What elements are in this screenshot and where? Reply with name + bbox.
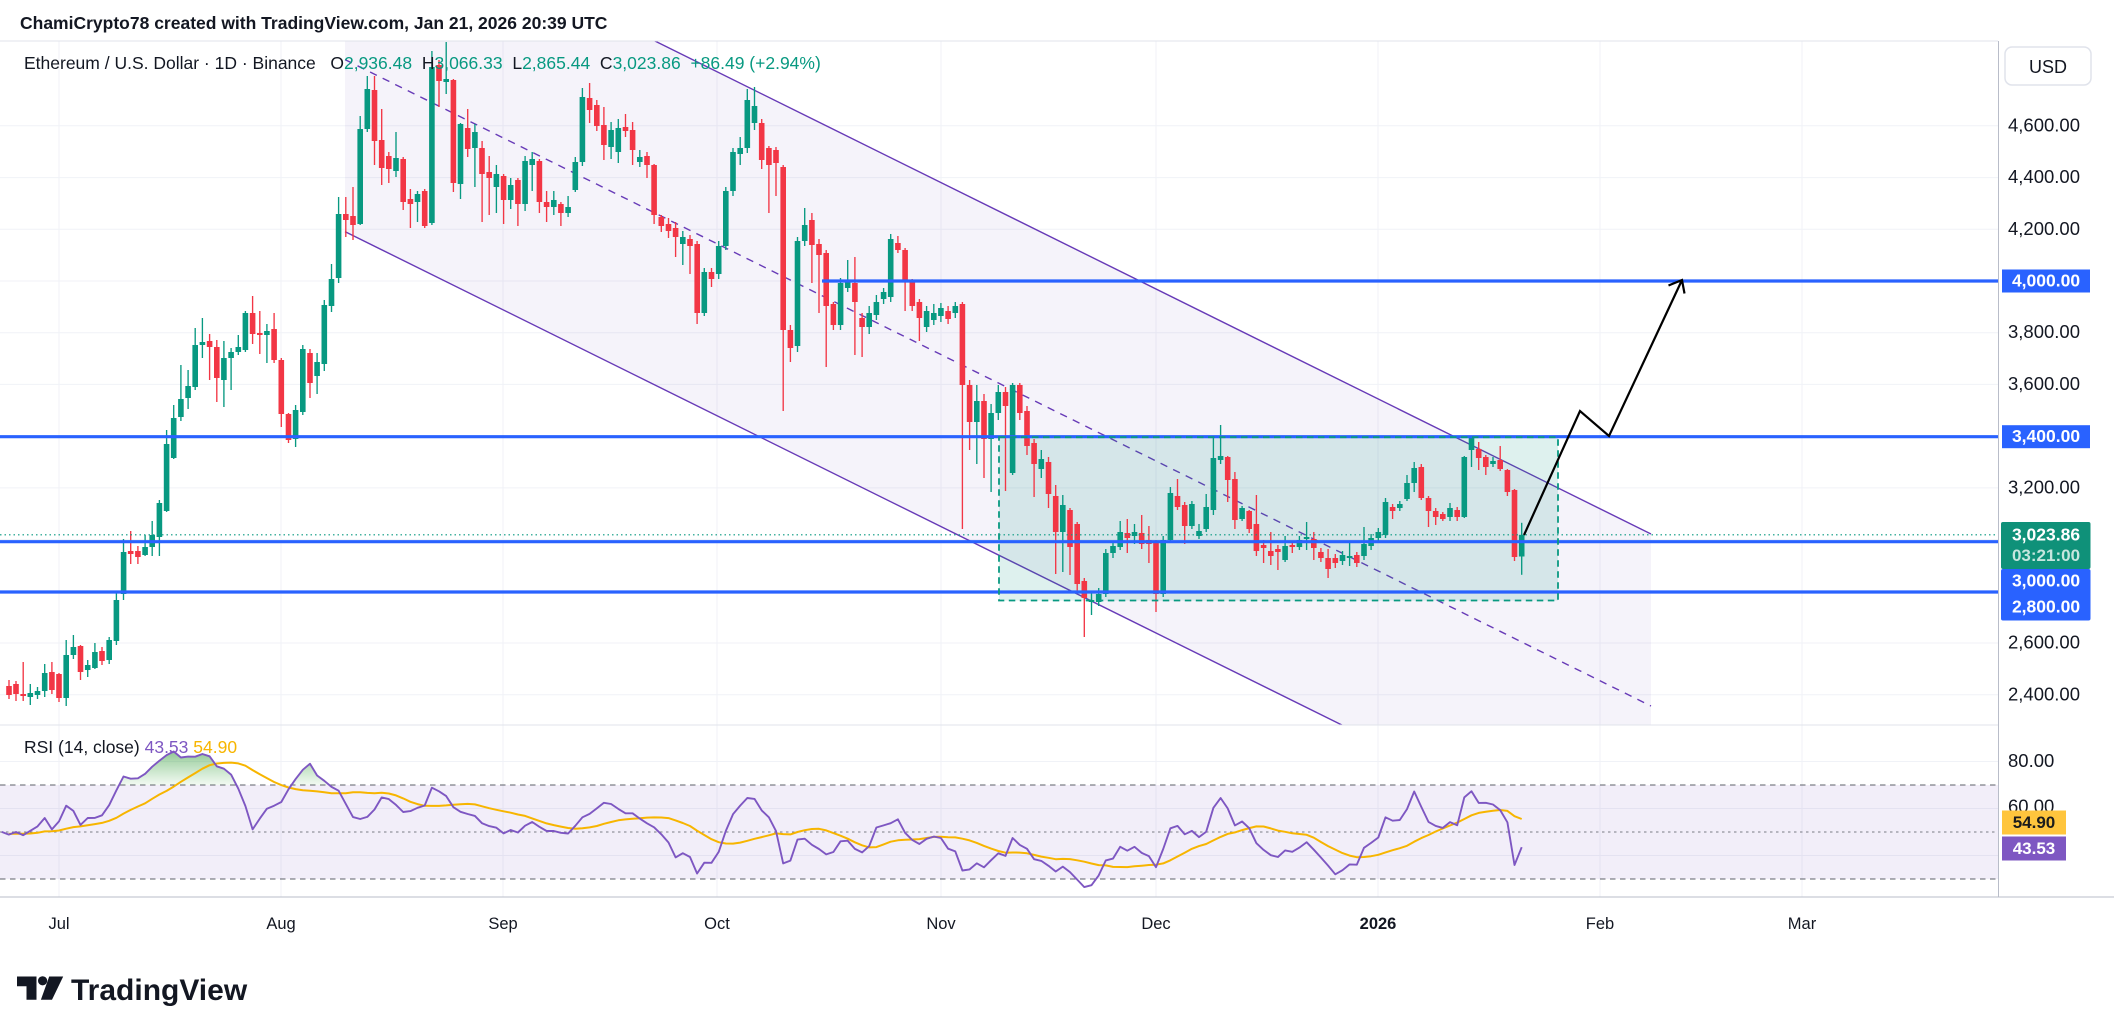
svg-text:Feb: Feb <box>1586 915 1614 933</box>
svg-text:4,600.00: 4,600.00 <box>2008 114 2080 135</box>
svg-text:2,600.00: 2,600.00 <box>2008 632 2080 653</box>
svg-text:Nov: Nov <box>926 915 956 933</box>
svg-text:Aug: Aug <box>266 915 295 933</box>
svg-text:TradingView: TradingView <box>71 974 248 1007</box>
svg-text:3,800.00: 3,800.00 <box>2008 321 2080 342</box>
svg-text:3,200.00: 3,200.00 <box>2008 476 2080 497</box>
svg-text:Sep: Sep <box>488 915 517 933</box>
svg-text:Ethereum / U.S. Dollar · 1D ·: Ethereum / U.S. Dollar · 1D · Binance O2… <box>24 53 821 73</box>
svg-text:ChamiCrypto78 created with Tra: ChamiCrypto78 created with TradingView.c… <box>20 13 608 33</box>
svg-text:RSI (14, close) 43.53 54.90: RSI (14, close) 43.53 54.90 <box>24 737 237 757</box>
svg-text:USD: USD <box>2029 57 2067 77</box>
svg-text:43.53: 43.53 <box>2013 839 2056 858</box>
svg-text:Jul: Jul <box>48 915 69 933</box>
svg-text:2,400.00: 2,400.00 <box>2008 683 2080 704</box>
svg-text:Mar: Mar <box>1788 915 1817 933</box>
svg-text:4,200.00: 4,200.00 <box>2008 218 2080 239</box>
svg-text:Oct: Oct <box>704 915 730 933</box>
svg-text:2,800.00: 2,800.00 <box>2012 597 2080 617</box>
svg-text:3,000.00: 3,000.00 <box>2012 571 2080 591</box>
svg-text:4,400.00: 4,400.00 <box>2008 166 2080 187</box>
svg-text:3,023.86: 3,023.86 <box>2012 525 2080 545</box>
svg-text:3,600.00: 3,600.00 <box>2008 373 2080 394</box>
svg-text:03:21:00: 03:21:00 <box>2012 546 2080 565</box>
svg-text:3,400.00: 3,400.00 <box>2012 426 2080 446</box>
svg-text:54.90: 54.90 <box>2013 813 2056 832</box>
svg-text:4,000.00: 4,000.00 <box>2012 271 2080 291</box>
svg-text:80.00: 80.00 <box>2008 750 2054 771</box>
svg-text:Dec: Dec <box>1141 915 1170 933</box>
svg-text:2026: 2026 <box>1360 915 1397 933</box>
